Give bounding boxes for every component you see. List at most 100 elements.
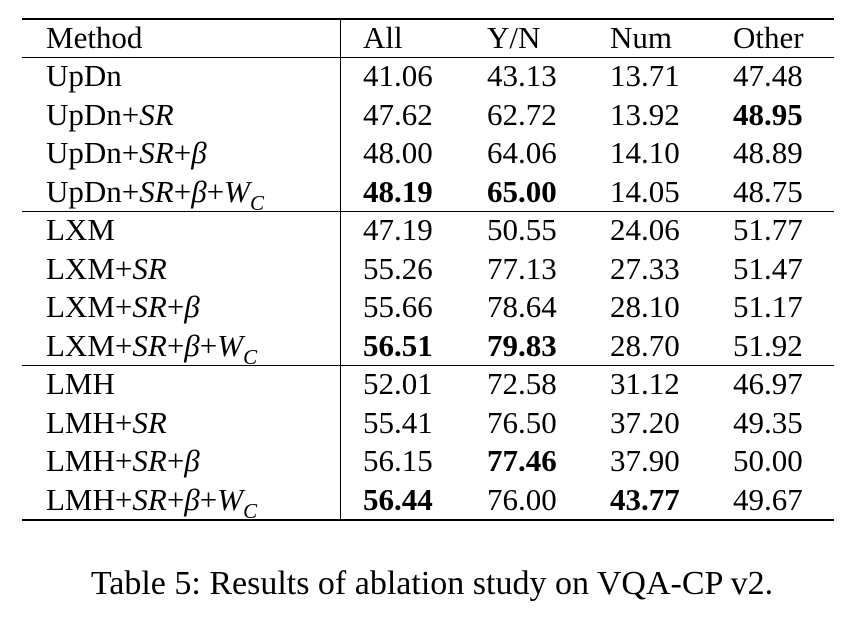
value-cell: 78.64 — [487, 289, 557, 325]
method-part: C — [243, 344, 258, 369]
method-part: + — [166, 481, 185, 517]
value-cell: 56.15 — [363, 443, 433, 479]
header-cell: All — [363, 20, 403, 55]
method-cell: LMH — [46, 365, 115, 403]
method-part: W — [217, 481, 244, 517]
method-part: SR — [139, 173, 174, 209]
method-cell: LXM+SR+β+WC — [46, 327, 258, 369]
method-part: + — [206, 173, 225, 209]
value-cell: 43.13 — [487, 58, 557, 94]
caption: Table 5: Results of ablation study on VQ… — [90, 565, 774, 602]
method-part: W — [217, 327, 244, 363]
value-cell: 48.75 — [733, 173, 803, 209]
method-part: SR — [139, 96, 174, 132]
value-cell: 43.77 — [610, 481, 680, 517]
method-part: LXM+ — [46, 250, 133, 286]
value-cell: 27.33 — [610, 250, 680, 286]
value-cell: 48.89 — [733, 135, 803, 171]
method-cell: LMH+SR+β+WC — [46, 481, 258, 523]
method-part: + — [199, 481, 218, 517]
method-cell: LMH+SR — [46, 404, 167, 442]
value-cell: 76.00 — [487, 481, 557, 517]
method-part: C — [243, 498, 258, 523]
value-cell: 48.00 — [363, 135, 433, 171]
method-cell: UpDn — [46, 57, 122, 95]
header-cell: Other — [733, 20, 804, 55]
method-part: LMH — [46, 366, 115, 402]
method-part: SR — [132, 250, 167, 286]
method-cell: LXM+SR+β — [46, 288, 200, 326]
value-cell: 46.97 — [733, 366, 803, 402]
rule — [22, 18, 834, 20]
value-cell: 51.92 — [733, 327, 803, 363]
value-cell: 13.92 — [610, 96, 680, 132]
method-cell: UpDn+SR+β — [46, 134, 207, 172]
value-cell: 48.19 — [363, 173, 433, 209]
value-cell: 49.67 — [733, 481, 803, 517]
value-cell: 14.05 — [610, 173, 680, 209]
value-cell: 49.35 — [733, 404, 803, 440]
value-cell: 51.47 — [733, 250, 803, 286]
value-cell: 55.66 — [363, 289, 433, 325]
value-cell: 50.55 — [487, 212, 557, 248]
rule — [22, 57, 834, 59]
method-part: LXM — [46, 212, 115, 248]
value-cell: 47.19 — [363, 212, 433, 248]
method-part: SR — [132, 289, 167, 325]
method-part: C — [249, 190, 264, 215]
method-part: UpDn+ — [46, 173, 140, 209]
header-cell: Y/N — [487, 20, 541, 55]
value-cell: 77.13 — [487, 250, 557, 286]
method-part: β — [191, 173, 207, 209]
value-cell: 41.06 — [363, 58, 433, 94]
value-cell: 52.01 — [363, 366, 433, 402]
method-cell: UpDn+SR — [46, 96, 174, 134]
header-cell: Method — [46, 20, 143, 55]
method-part: + — [199, 327, 218, 363]
value-cell: 55.26 — [363, 250, 433, 286]
method-part: + — [173, 135, 192, 171]
value-cell: 31.12 — [610, 366, 680, 402]
value-cell: 62.72 — [487, 96, 557, 132]
method-part: SR — [132, 443, 167, 479]
rule — [22, 211, 834, 213]
value-cell: 50.00 — [733, 443, 803, 479]
value-cell: 24.06 — [610, 212, 680, 248]
rule — [340, 18, 342, 521]
method-part: β — [191, 135, 207, 171]
method-part: LXM+ — [46, 289, 133, 325]
value-cell: 55.41 — [363, 404, 433, 440]
method-part: UpDn — [46, 58, 122, 94]
method-part: + — [166, 327, 185, 363]
method-cell: LXM — [46, 211, 115, 249]
value-cell: 79.83 — [487, 327, 557, 363]
value-cell: 76.50 — [487, 404, 557, 440]
value-cell: 28.10 — [610, 289, 680, 325]
value-cell: 47.62 — [363, 96, 433, 132]
method-part: + — [166, 443, 185, 479]
value-cell: 56.51 — [363, 327, 433, 363]
value-cell: 64.06 — [487, 135, 557, 171]
method-cell: LXM+SR — [46, 250, 167, 288]
method-part: SR — [132, 481, 167, 517]
value-cell: 37.20 — [610, 404, 680, 440]
method-part: UpDn+ — [46, 96, 140, 132]
method-cell: LMH+SR+β — [46, 442, 200, 480]
method-part: SR — [139, 135, 174, 171]
method-part: + — [166, 289, 185, 325]
header-cell: Num — [610, 20, 672, 55]
method-part: LMH+ — [46, 481, 133, 517]
method-part: W — [224, 173, 250, 209]
method-part: LMH+ — [46, 443, 133, 479]
method-part: β — [184, 289, 200, 325]
method-part: SR — [132, 404, 167, 440]
value-cell: 28.70 — [610, 327, 680, 363]
value-cell: 51.17 — [733, 289, 803, 325]
method-part: β — [184, 481, 200, 517]
value-cell: 14.10 — [610, 135, 680, 171]
method-part: SR — [132, 327, 167, 363]
rule — [22, 519, 834, 521]
method-part: β — [184, 327, 200, 363]
rule — [22, 365, 834, 367]
